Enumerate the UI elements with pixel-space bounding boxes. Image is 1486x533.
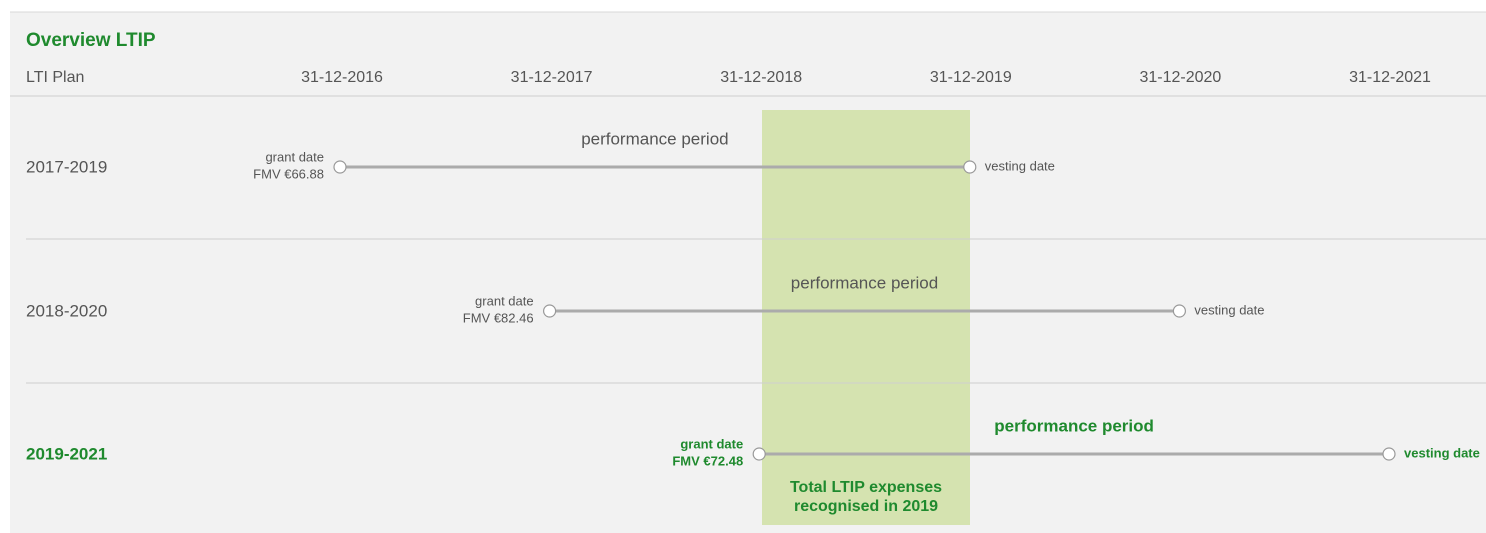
grant-label: grant date xyxy=(475,293,534,308)
plan-label: 2017-2019 xyxy=(26,157,107,176)
date-header: 31-12-2020 xyxy=(1139,69,1221,86)
date-header: 31-12-2017 xyxy=(511,69,593,86)
grant-marker xyxy=(752,447,766,461)
period-label: performance period xyxy=(791,273,938,292)
date-header: 31-12-2018 xyxy=(720,69,802,86)
date-header: 31-12-2016 xyxy=(301,69,383,86)
grant-marker xyxy=(542,304,557,318)
vesting-marker xyxy=(1172,304,1187,318)
grant-label: grant date xyxy=(265,149,324,164)
grant-label: FMV €66.88 xyxy=(253,166,324,181)
plan-label: 2019-2021 xyxy=(26,444,107,463)
vesting-label: vesting date xyxy=(985,158,1055,173)
highlight-label: Total LTIP expenses xyxy=(790,479,942,496)
highlight-band xyxy=(762,110,970,525)
vesting-label: vesting date xyxy=(1404,445,1480,460)
highlight-label: recognised in 2019 xyxy=(794,498,938,515)
column-label: LTI Plan xyxy=(26,69,84,86)
grant-label: grant date xyxy=(680,436,743,451)
grant-label: FMV €72.48 xyxy=(672,453,743,468)
period-label: performance period xyxy=(581,129,728,148)
date-header: 31-12-2019 xyxy=(930,69,1012,86)
vesting-marker xyxy=(963,160,977,174)
background xyxy=(10,12,1486,533)
grant-label: FMV €82.46 xyxy=(463,310,534,325)
grant-marker xyxy=(333,160,347,174)
date-header: 31-12-2021 xyxy=(1349,69,1431,86)
title: Overview LTIP xyxy=(26,30,156,51)
period-label: performance period xyxy=(994,416,1154,435)
vesting-marker xyxy=(1382,447,1396,461)
vesting-label: vesting date xyxy=(1194,302,1264,317)
plan-label: 2018-2020 xyxy=(26,301,107,320)
